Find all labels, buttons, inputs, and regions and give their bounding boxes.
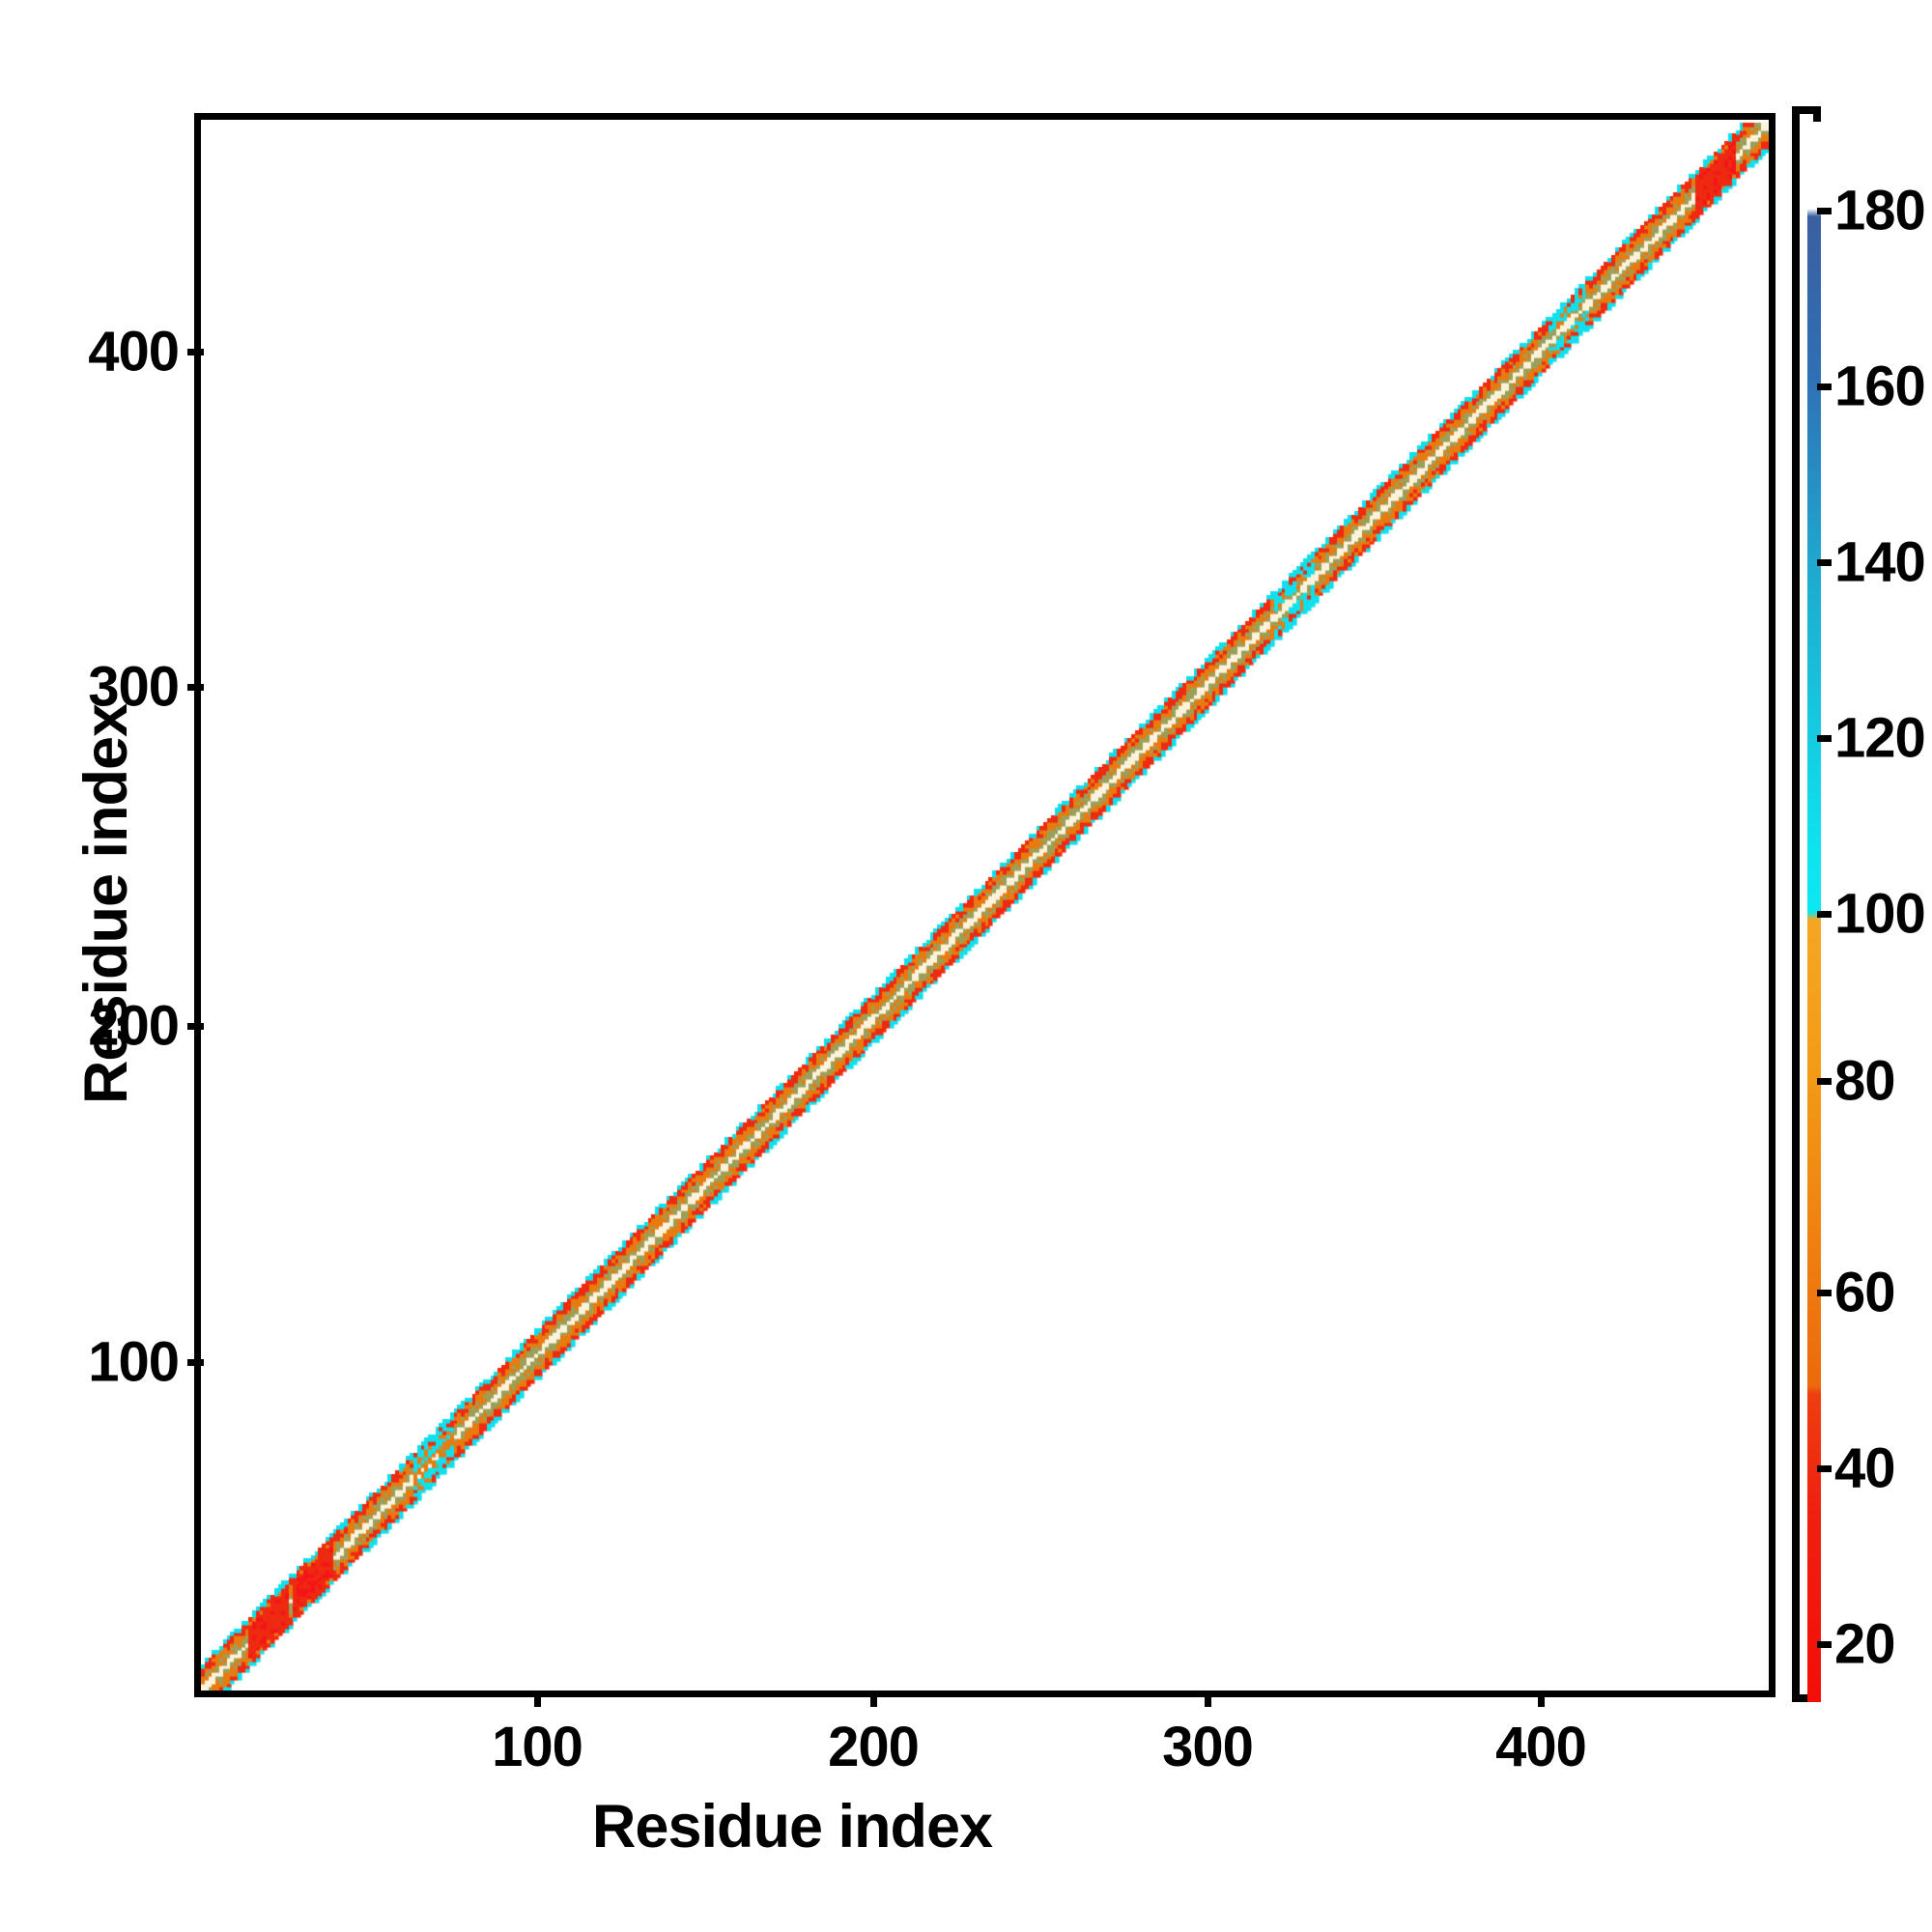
- colorbar-label-60: 60: [1834, 1261, 1896, 1324]
- colorbar-tick-140: [1817, 559, 1832, 566]
- colorbar-label-140: 140: [1834, 530, 1926, 594]
- x-tick-300: [1205, 1690, 1211, 1707]
- colorbar-tick-40: [1817, 1465, 1832, 1472]
- x-axis-title: Residue index: [0, 1792, 1932, 1861]
- colorbar-tick-80: [1817, 1078, 1832, 1085]
- y-tick-400: [187, 349, 204, 355]
- heatmap-image: [201, 120, 1769, 1690]
- y-ticklabel-300: 300: [88, 655, 180, 719]
- colorbar-tick-20: [1817, 1641, 1832, 1648]
- y-tick-300: [187, 684, 204, 691]
- colorbar-tick-160: [1817, 384, 1832, 390]
- y-ticklabel-200: 200: [88, 994, 180, 1058]
- colorbar-label-160: 160: [1834, 355, 1926, 418]
- plot-area: [194, 113, 1776, 1697]
- y-ticklabel-100: 100: [88, 1330, 180, 1394]
- x-ticklabel-100: 100: [492, 1716, 583, 1778]
- colorbar-tick-120: [1817, 735, 1832, 742]
- colorbar-label-80: 80: [1834, 1049, 1896, 1113]
- x-tick-100: [534, 1690, 541, 1707]
- y-tick-200: [187, 1023, 204, 1030]
- x-axis-title-text: Residue index: [591, 1793, 993, 1861]
- colorbar-label-100: 100: [1834, 882, 1926, 946]
- colorbar-tick-100: [1817, 911, 1832, 918]
- x-ticklabel-400: 400: [1495, 1716, 1587, 1778]
- colorbar-gradient: [1807, 122, 1821, 1702]
- x-tick-200: [870, 1690, 877, 1707]
- colorbar-frame: [1792, 106, 1821, 1702]
- y-ticklabel-400: 400: [88, 320, 180, 384]
- x-tick-400: [1538, 1690, 1545, 1707]
- x-ticklabel-300: 300: [1162, 1716, 1254, 1778]
- y-tick-100: [187, 1359, 204, 1366]
- colorbar-label-20: 20: [1834, 1612, 1896, 1676]
- colorbar-label-40: 40: [1834, 1436, 1896, 1500]
- colorbar-tick-60: [1817, 1290, 1832, 1296]
- colorbar-label-180: 180: [1834, 179, 1926, 242]
- y-axis-title: Residue index: [72, 703, 140, 1105]
- colorbar-tick-180: [1817, 208, 1832, 214]
- colorbar-label-120: 120: [1834, 706, 1926, 770]
- x-ticklabel-200: 200: [828, 1716, 920, 1778]
